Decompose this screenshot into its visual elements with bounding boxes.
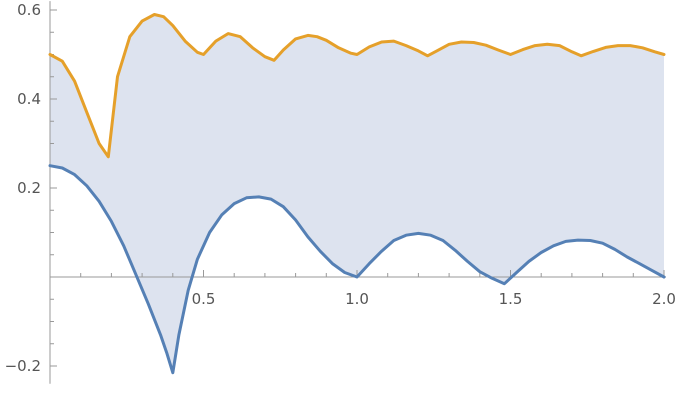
x-tick-label: 2.0: [652, 290, 676, 308]
x-tick-label: 0.5: [192, 290, 216, 308]
labels-layer: 0.5 1.0 1.5 2.0 −0.2 0.2 0.4 0.6: [5, 1, 676, 375]
x-tick-label: 1.0: [345, 290, 369, 308]
y-tick-label: 0.4: [17, 90, 41, 108]
x-tick-label: 1.5: [499, 290, 523, 308]
lower-series-line: [48, 164, 666, 375]
series-layer: [48, 13, 666, 375]
upper-series-line: [48, 13, 666, 159]
fill-layer: [50, 14, 664, 373]
y-tick-label: 0.6: [17, 1, 41, 19]
y-tick-label: 0.2: [17, 179, 41, 197]
y-tick-label: −0.2: [5, 357, 41, 375]
fill-region: [50, 14, 664, 373]
